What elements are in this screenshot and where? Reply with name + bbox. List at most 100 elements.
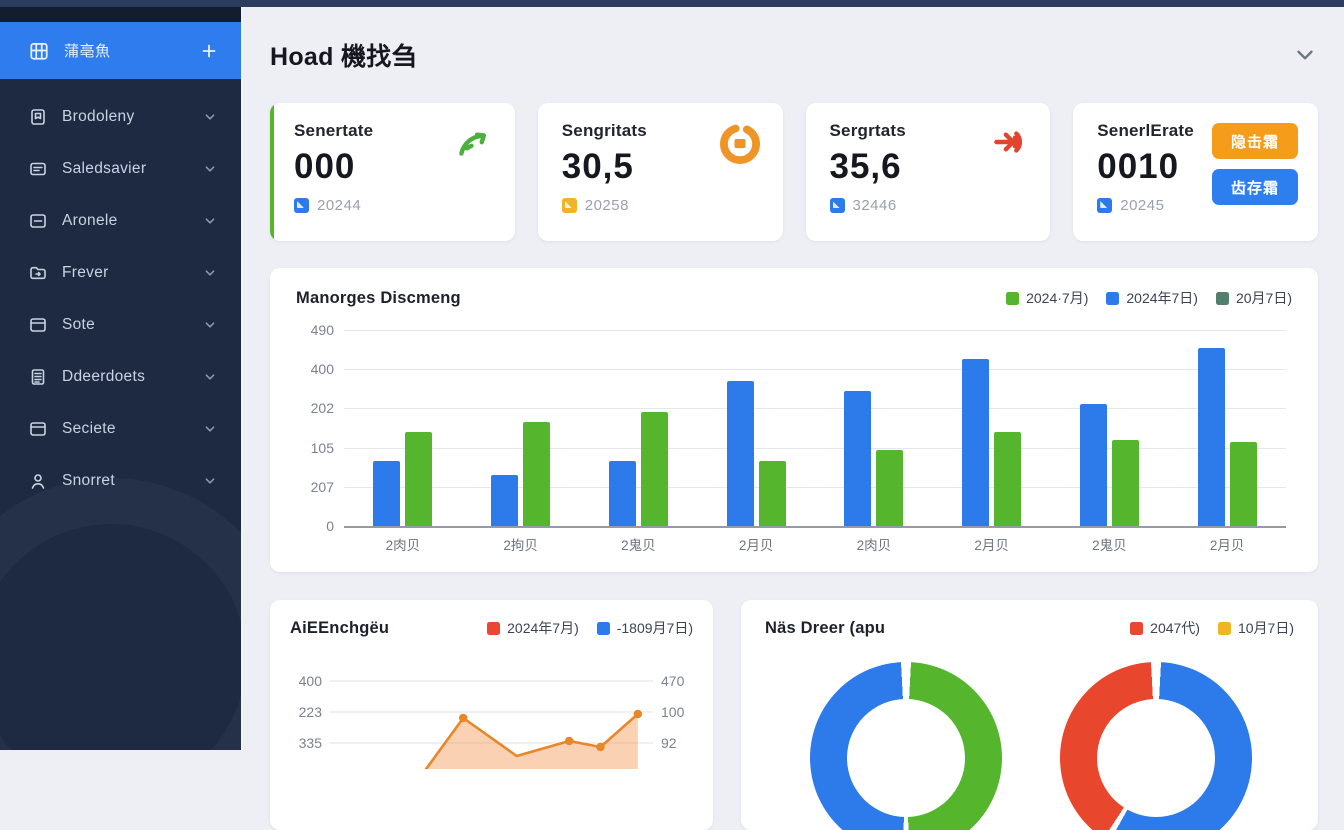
x-axis-label: 2月贝 — [738, 538, 774, 553]
main-content: Hoad 機找刍 Senertate 000 20244 Sengritats … — [245, 7, 1344, 830]
sidebar-item-label: Brodoleny — [62, 108, 135, 125]
y-axis-tick: 202 — [310, 400, 334, 417]
x-axis-label: 2月贝 — [974, 538, 1009, 553]
stat-card-3-title: Sergrtats — [829, 121, 906, 140]
sidebar-item-brodoleny[interactable]: Brodoleny — [0, 91, 241, 143]
bar-2024·7月)[interactable] — [876, 449, 904, 526]
y-axis-tick: 400 — [310, 361, 334, 378]
donut-hole — [847, 699, 965, 817]
sidebar-item-sote[interactable]: Sote — [0, 299, 241, 351]
sidebar-item-label: Seciete — [62, 420, 116, 437]
bar-2024·7月)[interactable] — [640, 412, 668, 526]
bar-group — [815, 330, 933, 526]
chevron-down-icon[interactable] — [201, 368, 219, 386]
x-axis-label: 2鬼贝 — [621, 538, 656, 553]
chevron-down-icon[interactable] — [201, 264, 219, 282]
gridline — [344, 369, 1286, 371]
orange-action-button[interactable]: 隐击霜 — [1212, 123, 1298, 159]
gridline — [344, 330, 1286, 331]
legend-swatch — [1130, 621, 1144, 635]
stat-card-1-title: Senertate — [294, 121, 374, 140]
legend-item: 2047代) — [1130, 618, 1200, 638]
bar-2024·7月)[interactable] — [1111, 439, 1139, 526]
chevron-down-icon[interactable] — [201, 316, 219, 334]
stat-card-2-value: 30,5 — [561, 147, 634, 186]
legend-swatch — [487, 621, 501, 635]
stat-card-3-badge-icon — [829, 198, 845, 213]
legend-item: 20月7日) — [1215, 288, 1292, 308]
axis-tick: 335 — [298, 735, 322, 751]
sidebar-item-saledsavier[interactable]: Saledsavier — [0, 143, 241, 195]
legend-item: -1809月7日) — [596, 618, 693, 638]
x-axis-label: 2月贝 — [1209, 538, 1245, 553]
bar-2024年7日)[interactable] — [962, 359, 990, 526]
sidebar-item-seciete[interactable]: Seciete — [0, 403, 241, 455]
folder-icon — [28, 263, 48, 283]
bar-2024·7月)[interactable] — [994, 431, 1022, 526]
bar-2024·7月)[interactable] — [1229, 441, 1257, 526]
line-chart-plot: 400 223 335 470 100 92 — [290, 654, 693, 769]
bar-2024·7月)[interactable] — [758, 461, 786, 526]
bar-groups — [344, 330, 1286, 526]
bar-2024·7月)[interactable] — [405, 431, 433, 526]
line-chart-left-axis: 400 223 335 — [290, 654, 330, 769]
sidebar-item-frever[interactable]: Frever — [0, 247, 241, 299]
sidebar-item-label: Frever — [62, 264, 109, 281]
bar-2024年7日)[interactable] — [726, 380, 754, 526]
stat-card-row: Senertate 000 20244 Sengritats 30,5 20 — [270, 103, 1318, 241]
bar-chart-plot: 490 400 202 105 207 0 — [311, 322, 1286, 534]
y-axis-tick: 207 — [310, 478, 334, 495]
bar-2024年7日)[interactable] — [1197, 347, 1225, 526]
chevron-down-icon[interactable] — [201, 212, 219, 230]
axis-tick: 100 — [661, 704, 685, 720]
stat-card-4-value: 0010 — [1097, 147, 1180, 186]
gridline — [344, 486, 1286, 488]
left-donut[interactable] — [810, 662, 1002, 830]
x-axis-label: 2肉贝 — [856, 538, 892, 553]
sidebar-item-label: Aronele — [62, 212, 118, 229]
gridline — [344, 408, 1286, 410]
bar-2024年7日)[interactable] — [844, 390, 872, 526]
sidebar-item-label: Snorret — [62, 472, 115, 489]
chevron-down-icon[interactable] — [201, 420, 219, 438]
top-strip — [0, 0, 1344, 7]
user-icon — [28, 471, 48, 491]
window-icon — [28, 315, 48, 335]
sidebar-item-aronele[interactable]: Aronele — [0, 195, 241, 247]
stat-card-4-badge-icon — [1097, 198, 1113, 213]
donut-hole — [1097, 699, 1215, 817]
sidebar-item-ddeerdoets[interactable]: Ddeerdoets — [0, 351, 241, 403]
bar-2024年7日)[interactable] — [491, 475, 519, 526]
bar-chart-card: Manorges Discmeng 2024·7月) 2024年7日) 20月7日)… — [270, 268, 1318, 572]
bar-2024·7月)[interactable] — [523, 422, 551, 526]
sidebar-item-snorret[interactable]: Snorret — [0, 455, 241, 507]
sidebar-active-label: 蒲亳魚 — [64, 43, 111, 60]
sidebar-item-label: Ddeerdoets — [62, 368, 146, 385]
legend-item: 10月7日) — [1217, 618, 1294, 638]
stat-card-4: SenerlErate 0010 隐击霜 齿存霜 20245 — [1073, 103, 1318, 241]
chevron-down-icon[interactable] — [201, 108, 219, 126]
stat-card-3-footer: 32446 — [852, 197, 897, 214]
bar-2024年7日)[interactable] — [373, 461, 401, 526]
sidebar-item-label: Sote — [62, 316, 96, 333]
bar-2024年7日)[interactable] — [608, 461, 636, 526]
bar-2024年7日)[interactable] — [1079, 404, 1107, 526]
stat-card-1: Senertate 000 20244 — [270, 103, 515, 241]
sidebar: 蒲亳魚 Brodoleny Saledsavier Aronele Frever Sot… — [0, 0, 243, 750]
header-chevron-down-icon[interactable] — [1292, 42, 1318, 68]
panel-icon — [28, 211, 48, 231]
sidebar-item-active[interactable]: 蒲亳魚 — [0, 22, 241, 79]
line-chart-svg — [330, 680, 653, 769]
legend-swatch — [1215, 291, 1229, 305]
stat-card-1-badge-icon — [294, 198, 309, 213]
sidebar-nav: Brodoleny Saledsavier Aronele Frever Sote Dde… — [0, 91, 241, 507]
chevron-down-icon[interactable] — [201, 160, 219, 178]
blue-action-button[interactable]: 齿存霜 — [1212, 169, 1298, 205]
plus-icon[interactable] — [199, 41, 219, 61]
line-chart-right-axis: 470 100 92 — [653, 654, 693, 769]
bar-chart-x-labels: 2肉贝 2拘贝 2鬼贝 2月贝 2肉贝 2月贝 2鬼贝 2月贝 — [344, 534, 1286, 554]
page-title: Hoad 機找刍 — [270, 43, 417, 71]
right-donut[interactable] — [1060, 662, 1252, 830]
chevron-down-icon[interactable] — [201, 472, 219, 490]
stat-card-2-footer: 20258 — [584, 197, 629, 214]
